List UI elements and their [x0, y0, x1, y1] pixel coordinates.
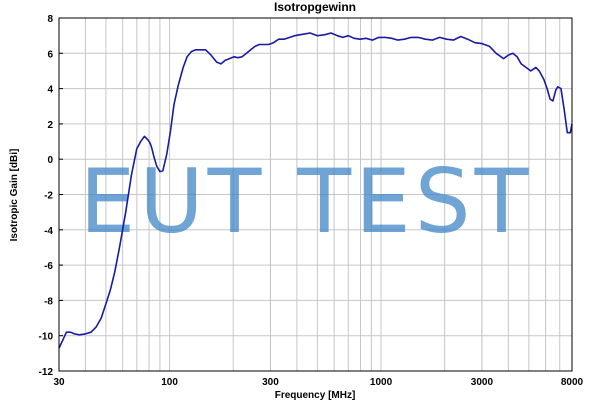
series-line-1: [58, 32, 573, 349]
watermark: EUT TEST: [80, 150, 533, 253]
series-group: [58, 32, 573, 349]
x-tick-label: 100: [161, 377, 178, 388]
y-tick-label: 6: [47, 49, 53, 60]
x-tick-label: 1000: [370, 377, 393, 388]
y-axis-label: Isotropic Gain [dBi]: [9, 149, 20, 242]
y-tick-label: -2: [44, 191, 53, 202]
grid: [59, 18, 572, 371]
y-tick-label: 4: [47, 85, 53, 96]
chart-title: Isotropgewinn: [274, 0, 356, 14]
y-tick-label: 2: [47, 120, 53, 131]
x-tick-label: 8000: [561, 377, 584, 388]
y-tick-label: -6: [44, 261, 53, 272]
y-tick-label: 0: [47, 155, 53, 166]
x-axis-ticks: 30 100 300 1000 3000 8000: [53, 377, 583, 388]
x-tick-label: 3000: [471, 377, 494, 388]
x-axis-label: Frequency [MHz]: [275, 390, 356, 401]
y-tick-label: 8: [47, 14, 53, 25]
x-tick-label: 300: [262, 377, 279, 388]
y-axis-ticks: 8 6 4 2 0 -2 -4 -6 -8 -10 -12: [39, 14, 63, 378]
x-tick-label: 30: [53, 377, 65, 388]
y-tick-label: -4: [44, 226, 53, 237]
y-tick-label: -12: [39, 367, 54, 378]
y-tick-label: -10: [39, 332, 54, 343]
y-tick-label: -8: [44, 296, 53, 307]
